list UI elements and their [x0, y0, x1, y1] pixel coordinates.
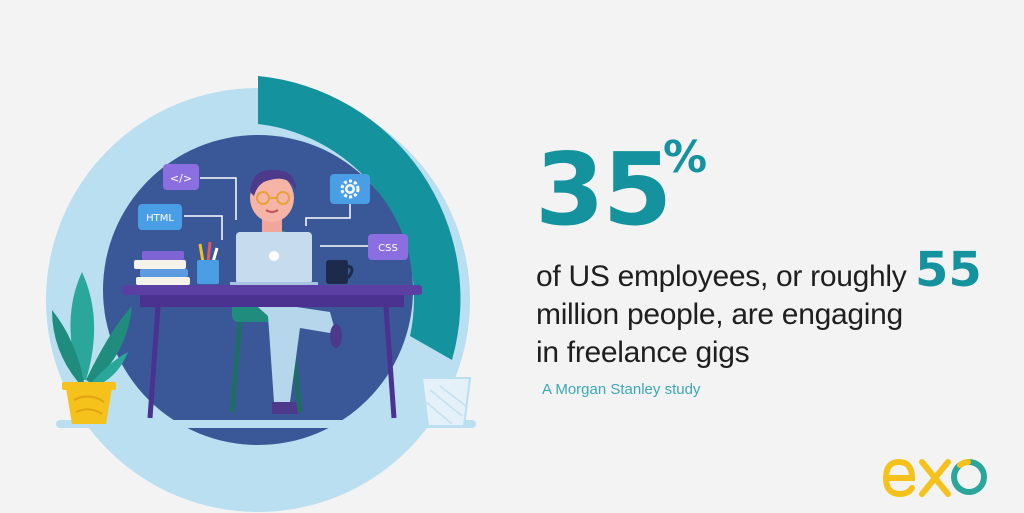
gear-icon — [340, 179, 360, 199]
books — [134, 251, 190, 285]
desk — [122, 285, 422, 419]
statement-line-1: of US employees, or roughly — [536, 260, 907, 293]
progress-arc — [258, 76, 461, 360]
statement-line-2: million people, are engaging — [536, 298, 903, 331]
highlight-number: 55 — [915, 242, 982, 298]
html-tag: HTML — [138, 204, 182, 230]
percent-sign: % — [663, 132, 708, 183]
big-number-value: 35 — [535, 131, 672, 248]
plant — [52, 272, 132, 424]
glasses-icon — [256, 191, 290, 205]
code-tag: </> — [163, 164, 199, 190]
mug — [326, 260, 354, 284]
code-tag-label: </> — [170, 172, 192, 185]
css-tag-label: CSS — [378, 243, 398, 254]
css-tag: CSS — [368, 234, 408, 260]
freelancer-illustration: </> HTML CSS — [46, 76, 476, 512]
big-number: 35 — [535, 140, 672, 240]
laptop — [230, 232, 318, 286]
html-tag-label: HTML — [146, 213, 174, 224]
stat-block: 35 % of US employees, or roughly million… — [535, 136, 1005, 399]
statement-line-3: in freelance gigs — [536, 336, 750, 369]
waste-bin — [420, 377, 472, 427]
connector-lines — [184, 177, 368, 247]
exo-logo — [882, 458, 988, 498]
statement: of US employees, or roughly million peop… — [536, 258, 916, 372]
floor — [56, 420, 476, 428]
pen-cup — [197, 241, 219, 284]
gear-tag — [330, 174, 370, 204]
source-citation: A Morgan Stanley study — [542, 381, 701, 398]
